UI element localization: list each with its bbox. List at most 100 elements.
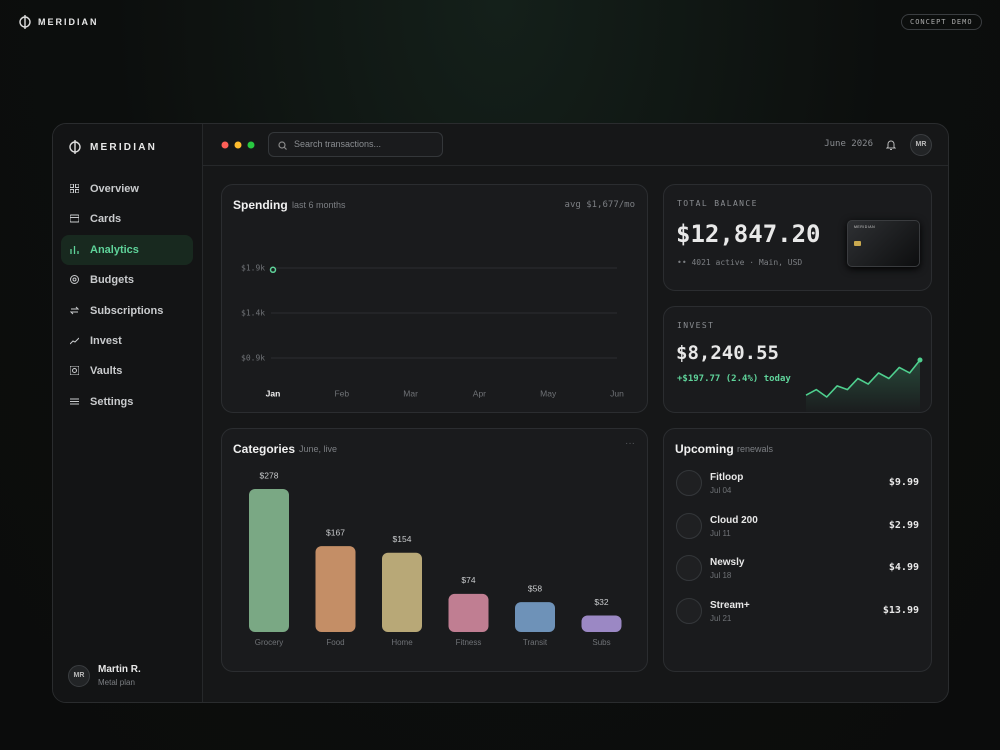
upcoming-title: Upcoming	[675, 442, 734, 456]
window-controls	[221, 141, 255, 149]
renewal-icon[interactable]	[676, 470, 702, 496]
balance-panel: TOTAL BALANCE $12,847.20 •• 4021 active …	[663, 184, 932, 291]
x-tick-label: Home	[391, 638, 413, 647]
x-tick-label: Subs	[592, 638, 610, 647]
renewal-date: Jul 04	[710, 486, 732, 495]
spending-average: avg $1,677/mo	[564, 200, 635, 210]
nav-label: Analytics	[90, 243, 139, 256]
bar-value-label: $167	[326, 527, 345, 537]
nav-label: Subscriptions	[90, 304, 164, 317]
card-visual[interactable]: MERIDIAN	[847, 220, 920, 267]
nav-icon	[70, 245, 79, 254]
nav-icon	[70, 366, 79, 376]
balance-amount: $12,847.20	[676, 220, 821, 248]
renewal-date: Jul 18	[710, 571, 732, 581]
invest-sparkline	[805, 357, 923, 412]
renewal-amount: $4.99	[888, 562, 919, 574]
invest-change: +$197.77 (2.4%) today	[677, 374, 791, 384]
bar-value-label: $278	[260, 470, 279, 480]
search-box[interactable]: Search transactions...	[268, 132, 443, 157]
sparkline-area	[806, 360, 920, 412]
nav-item[interactable]: Analytics	[61, 234, 193, 265]
bar-value-label: $32	[594, 597, 608, 607]
nav-label: Cards	[90, 213, 122, 226]
y-tick-label: $0.9k	[241, 354, 265, 363]
search-placeholder: Search transactions...	[294, 139, 382, 149]
sidebar: MERIDIAN Overview Cards Analytics Budgets Su…	[53, 124, 203, 702]
invest-amount: $8,240.55	[676, 342, 779, 364]
x-tick-label: Jun	[610, 388, 624, 398]
x-tick-label: Fitness	[456, 638, 482, 647]
renewal-name: Fitloop	[710, 472, 744, 483]
categories-chart: $278 Grocery $167 Food $154 Home $74 Fitness $58…	[249, 470, 622, 647]
category-bar	[315, 546, 356, 632]
topbar: Search transactions... June 2026 MR	[203, 124, 948, 166]
nav-icon	[70, 275, 79, 285]
nav-item[interactable]: Vaults	[61, 356, 193, 386]
sidebar-brand: MERIDIAN	[90, 142, 158, 153]
y-tick-label: $1.4k	[241, 309, 265, 318]
renewal-amount: $9.99	[888, 477, 919, 488]
nav-item[interactable]: Subscriptions	[61, 296, 193, 326]
spending-panel: $0.9k $1.4k $1.9k Jan Feb Mar Apr May Jun Spendi…	[221, 184, 648, 413]
x-tick-label: Apr	[473, 388, 486, 398]
renewal-date: Jul 11	[710, 528, 731, 538]
categories-subtitle: June, live	[299, 444, 338, 454]
category-bar	[515, 602, 555, 632]
x-tick-label: Feb	[334, 388, 349, 398]
category-bar	[581, 615, 622, 632]
nav-label: Invest	[90, 335, 122, 347]
sparkline-end-point	[917, 357, 923, 363]
balance-detail: •• 4021 active · Main, USD	[677, 258, 803, 267]
upcoming-panel: Upcoming renewals Fitloop Jul 04 $9.99 Clou…	[663, 428, 932, 672]
nav-item[interactable]: Cards	[61, 204, 193, 234]
bell-icon[interactable]	[886, 139, 896, 150]
x-tick-label: Jan	[266, 388, 281, 398]
renewal-icon[interactable]	[676, 555, 702, 582]
nav-item[interactable]: Overview	[61, 174, 193, 204]
renewal-name: Stream+	[710, 600, 750, 612]
nav-item[interactable]: Invest	[61, 326, 193, 356]
spending-point	[269, 266, 277, 274]
concept-badge: CONCEPT DEMO	[901, 14, 982, 30]
category-bar	[249, 489, 289, 632]
nav-label: Vaults	[90, 365, 123, 378]
nav-label: Settings	[90, 395, 134, 408]
nav-icon	[70, 214, 79, 223]
nav-icon	[70, 306, 79, 314]
nav-label: Budgets	[90, 274, 134, 287]
x-tick-label: Mar	[403, 388, 418, 398]
spending-chart: $0.9k $1.4k $1.9k Jan Feb Mar Apr May Jun	[241, 264, 624, 399]
sparkline-line	[805, 359, 921, 398]
user-plan: Metal plan	[98, 678, 135, 687]
top-avatar[interactable]: MR	[910, 134, 932, 156]
user-name: Martin R.	[98, 664, 141, 675]
bar-value-label: $154	[393, 534, 412, 544]
x-tick-label: Transit	[523, 638, 548, 647]
renewal-amount: $2.99	[888, 519, 919, 531]
renewal-date: Jul 21	[710, 614, 732, 624]
search-icon	[278, 141, 287, 150]
x-tick-label: Grocery	[255, 638, 283, 647]
renewal-icon[interactable]	[676, 598, 702, 625]
category-bar	[448, 593, 489, 632]
nav-label: Overview	[90, 183, 139, 195]
bar-value-label: $58	[528, 583, 542, 593]
renewal-amount: $13.99	[882, 605, 919, 617]
nav-item[interactable]: Budgets	[61, 265, 193, 295]
categories-panel: $278 Grocery $167 Food $154 Home $74 Fitness $58…	[221, 428, 648, 672]
card-brand: MERIDIAN	[854, 225, 876, 229]
current-date: June 2026	[824, 139, 873, 149]
bar-value-label: $74	[461, 575, 475, 585]
invest-panel: INVEST $8,240.55 +$197.77 (2.4%) today	[663, 306, 932, 413]
renewal-icon[interactable]	[676, 512, 702, 539]
nav-icon	[70, 337, 79, 345]
categories-menu[interactable]: ···	[625, 438, 635, 449]
user-avatar[interactable]: MR	[68, 665, 90, 687]
brand: MERIDIAN	[38, 17, 99, 27]
spending-subtitle: last 6 months	[292, 200, 346, 210]
x-tick-label: May	[540, 388, 557, 398]
nav-item[interactable]: Settings	[61, 387, 193, 417]
